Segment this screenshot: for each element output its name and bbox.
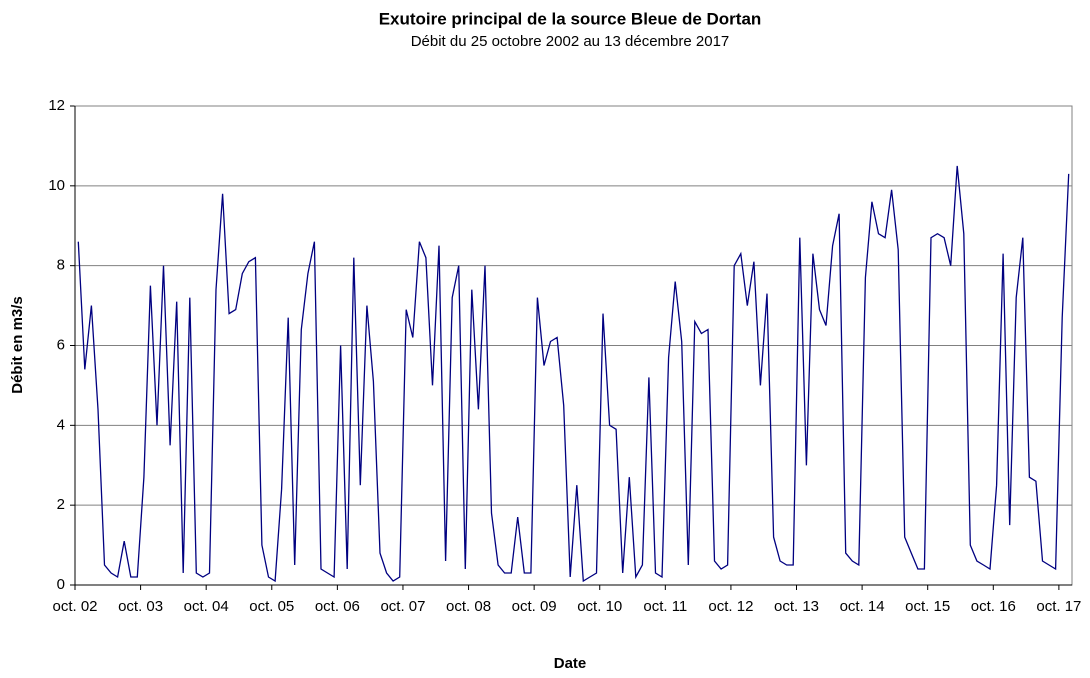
y-tick-label: 8 (57, 257, 65, 274)
y-tick-label: 0 (57, 576, 65, 593)
x-tick-label: oct. 02 (52, 598, 97, 615)
chart-title: Exutoire principal de la source Bleue de… (379, 9, 762, 28)
x-tick-label: oct. 16 (971, 598, 1016, 615)
x-tick-label: oct. 04 (184, 598, 229, 615)
x-axis-label: Date (554, 655, 587, 672)
x-tick-label: oct. 03 (118, 598, 163, 615)
x-tick-label: oct. 07 (380, 598, 425, 615)
x-tick-label: oct. 05 (249, 598, 294, 615)
y-tick-label: 2 (57, 496, 65, 513)
x-tick-label: oct. 08 (446, 598, 491, 615)
x-tick-label: oct. 14 (840, 598, 885, 615)
x-tick-label: oct. 17 (1036, 598, 1081, 615)
x-tick-label: oct. 06 (315, 598, 360, 615)
x-tick-label: oct. 13 (774, 598, 819, 615)
data-line (77, 165, 1070, 583)
x-tick-label: oct. 11 (643, 598, 687, 615)
chart-subtitle: Débit du 25 octobre 2002 au 13 décembre … (411, 33, 730, 50)
y-tick-label: 12 (48, 97, 65, 114)
y-tick-label: 4 (57, 416, 65, 433)
x-tick-label: oct. 12 (708, 598, 753, 615)
x-tick-label: oct. 09 (512, 598, 557, 615)
y-tick-label: 6 (57, 336, 65, 353)
y-tick-label: 10 (48, 177, 65, 194)
x-tick-label: oct. 10 (577, 598, 622, 615)
x-tick-label: oct. 15 (905, 598, 950, 615)
y-axis-label: Débit en m3/s (9, 296, 26, 394)
